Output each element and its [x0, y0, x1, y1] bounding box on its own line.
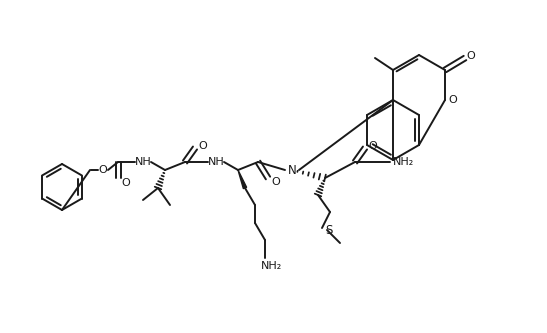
Text: NH: NH	[135, 157, 152, 167]
Text: O: O	[121, 178, 130, 188]
Text: NH: NH	[208, 157, 224, 167]
Text: NH₂: NH₂	[261, 261, 283, 271]
Polygon shape	[238, 170, 247, 188]
Text: NH₂: NH₂	[392, 157, 414, 167]
Text: O: O	[98, 165, 107, 175]
Text: O: O	[369, 141, 377, 151]
Text: O: O	[199, 141, 207, 151]
Text: O: O	[272, 177, 281, 187]
Text: S: S	[325, 224, 333, 237]
Text: O: O	[449, 95, 457, 105]
Text: N: N	[288, 164, 296, 176]
Text: O: O	[467, 51, 475, 61]
